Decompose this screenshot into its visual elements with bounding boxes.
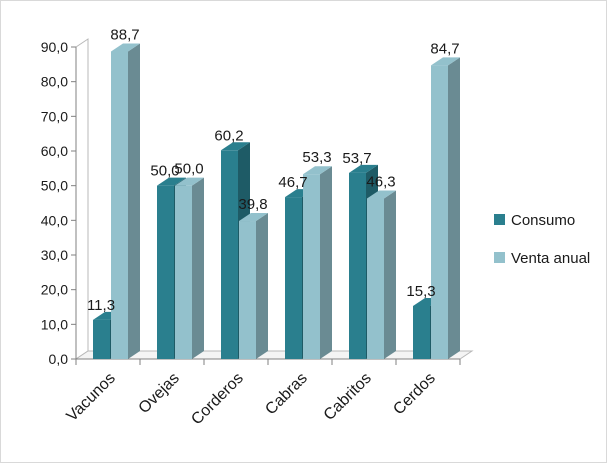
category-label: Corderos [188, 370, 247, 429]
bar-top-face [303, 166, 332, 175]
y-tick-label: 40,0 [41, 212, 68, 228]
y-tick-label: 30,0 [41, 247, 68, 263]
data-label-venta-anual: 84,7 [430, 40, 459, 57]
category-label: Cerdos [390, 370, 438, 418]
bar-top-face [221, 142, 250, 151]
y-tick-label: 50,0 [41, 178, 68, 194]
bar-front-face [111, 51, 128, 360]
bar-top-face [349, 164, 378, 173]
y-tick-label: 80,0 [41, 74, 68, 90]
bar-front-face [303, 174, 320, 359]
category-label: Cabras [262, 370, 310, 418]
data-label-consumo: 46,7 [278, 174, 307, 191]
legend-item-venta-anual: Venta anual [494, 250, 590, 267]
bar-venta-anual [431, 57, 460, 360]
bar-front-face [367, 198, 384, 359]
y-tick-label: 10,0 [41, 316, 68, 332]
bar-front-face [175, 185, 192, 359]
bar-venta-anual [303, 166, 332, 359]
y-tick-label: 70,0 [41, 108, 68, 124]
legend-swatch [494, 252, 505, 263]
legend-label: Venta anual [511, 250, 590, 267]
bar-top-face [239, 213, 268, 222]
bar-front-face [93, 319, 110, 359]
bar-front-face [239, 221, 256, 359]
bar-side-face [256, 213, 268, 359]
bar-side-face [384, 190, 396, 359]
bar-front-face [157, 185, 174, 359]
bar-front-face [349, 172, 366, 359]
y-tick-label: 60,0 [41, 143, 68, 159]
category-label: Cabritos [321, 370, 375, 424]
bar-top-face [175, 177, 204, 186]
bar-top-face [111, 43, 140, 52]
axes: 0,0 10,0 20,0 30,0 40,0 50,0 60,0 70,0 80,0 90,0 [41, 38, 474, 367]
category-label: Ovejas [136, 370, 183, 417]
data-label-consumo: 53,7 [342, 150, 371, 167]
legend: Consumo Venta anual [494, 212, 590, 267]
data-label-venta-anual: 39,8 [238, 196, 267, 213]
legend-item-consumo: Consumo [494, 212, 575, 229]
y-tick-label: 0,0 [49, 351, 69, 367]
data-label-venta-anual: 50,0 [174, 161, 203, 178]
y-tick-label: 90,0 [41, 39, 68, 55]
data-label-consumo: 11,3 [87, 297, 115, 314]
legend-swatch [494, 214, 505, 225]
category-label: Vacunos [64, 370, 119, 425]
bar-venta-anual [175, 177, 204, 359]
data-label-venta-anual: 46,3 [366, 173, 395, 190]
data-label-venta-anual: 88,7 [110, 27, 139, 44]
bar-front-face [221, 150, 238, 359]
bar-top-face [431, 57, 460, 66]
bar-side-face [128, 43, 140, 360]
data-label-venta-anual: 53,3 [302, 149, 331, 166]
bar-top-face [157, 177, 186, 186]
data-label-consumo: 15,3 [406, 283, 435, 300]
bar-venta-anual [367, 190, 396, 359]
bar-front-face [413, 305, 430, 359]
bar-front-face [285, 197, 302, 359]
bars [93, 43, 460, 360]
bar-top-face [367, 190, 396, 199]
data-label-consumo: 50,0 [150, 163, 179, 180]
bar-venta-anual [111, 43, 140, 360]
category-labels: Vacunos Ovejas Corderos Cabras Cabritos Cerdo… [64, 370, 439, 429]
bar-front-face [431, 65, 448, 359]
bar-side-face [320, 166, 332, 359]
bar-venta-anual [239, 213, 268, 359]
data-labels: 11,3 88,7 50,050,0 60,2 39,8 46,7 53,3 53,7 46,3… [87, 27, 460, 314]
data-label-consumo: 60,2 [214, 127, 243, 144]
bar-side-face [448, 57, 460, 360]
legend-label: Consumo [511, 212, 575, 229]
bar-side-face [192, 177, 204, 359]
y-tick-label: 20,0 [41, 282, 68, 298]
